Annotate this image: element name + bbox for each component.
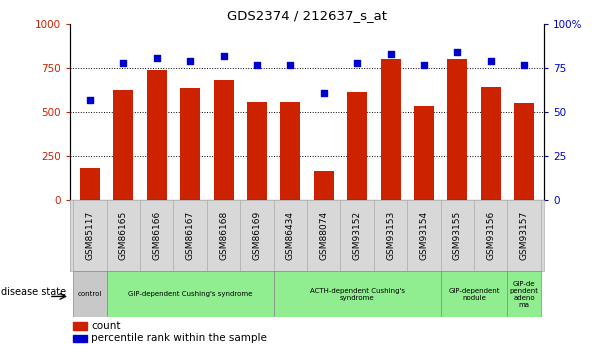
Text: count: count [91,321,121,331]
Bar [514,104,534,200]
Bar [447,59,468,200]
Point [452,50,462,55]
Point [119,60,128,66]
FancyBboxPatch shape [106,271,274,317]
Bar [280,102,300,200]
Bar [180,88,200,200]
FancyBboxPatch shape [441,271,508,317]
Bar [213,80,233,200]
Point [252,62,262,67]
Bar [147,70,167,200]
Point [486,58,496,64]
Text: GSM93152: GSM93152 [353,211,362,260]
FancyBboxPatch shape [274,271,441,317]
Point [352,60,362,66]
FancyBboxPatch shape [73,271,106,317]
Text: control: control [78,291,102,297]
Point [519,62,529,67]
Text: GSM93156: GSM93156 [486,211,496,260]
Bar [481,88,501,200]
Text: GSM88074: GSM88074 [319,211,328,260]
Point [185,58,195,64]
Text: GSM93155: GSM93155 [453,211,462,260]
Bar [414,106,434,200]
Title: GDS2374 / 212637_s_at: GDS2374 / 212637_s_at [227,9,387,22]
Text: GSM86167: GSM86167 [185,211,195,260]
Point [319,90,328,96]
Point [85,97,95,102]
Point [219,53,229,59]
Text: GSM93154: GSM93154 [420,211,429,260]
Text: disease state: disease state [1,287,66,297]
Bar [73,335,87,342]
Text: GIP-dependent
nodule: GIP-dependent nodule [448,288,500,300]
Text: ACTH-dependent Cushing's
syndrome: ACTH-dependent Cushing's syndrome [309,288,405,300]
Bar [247,102,267,200]
Bar [113,90,133,200]
Point [152,55,162,60]
Bar [314,171,334,200]
Bar [73,322,87,330]
Text: GIP-dependent Cushing's syndrome: GIP-dependent Cushing's syndrome [128,291,252,297]
Text: GSM86168: GSM86168 [219,211,228,260]
Text: GSM85117: GSM85117 [86,211,94,260]
Text: GSM86165: GSM86165 [119,211,128,260]
Bar [80,168,100,200]
Bar [381,59,401,200]
Text: GIP-de
pendent
adeno
ma: GIP-de pendent adeno ma [510,280,539,308]
Bar [347,92,367,200]
Text: GSM93153: GSM93153 [386,211,395,260]
Point [286,62,295,67]
Text: GSM86166: GSM86166 [152,211,161,260]
Text: GSM86434: GSM86434 [286,211,295,260]
Point [385,51,395,57]
Point [419,62,429,67]
Text: GSM86169: GSM86169 [252,211,261,260]
Text: percentile rank within the sample: percentile rank within the sample [91,333,267,343]
Text: GSM93157: GSM93157 [520,211,528,260]
FancyBboxPatch shape [508,271,541,317]
